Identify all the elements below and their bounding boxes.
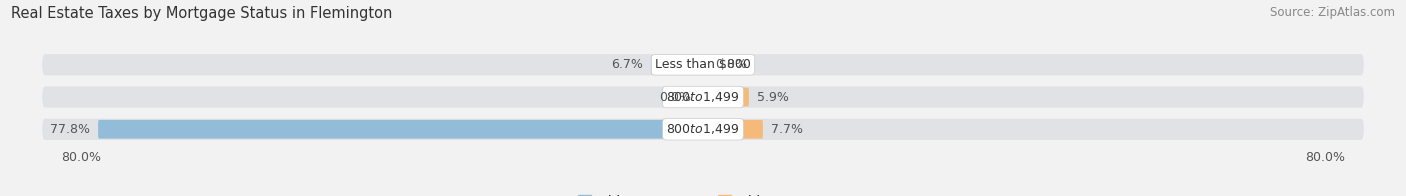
- Text: $800 to $1,499: $800 to $1,499: [666, 90, 740, 104]
- Text: 6.7%: 6.7%: [612, 58, 643, 71]
- FancyBboxPatch shape: [42, 119, 1364, 140]
- FancyBboxPatch shape: [98, 120, 703, 139]
- Text: 0.0%: 0.0%: [659, 91, 692, 103]
- FancyBboxPatch shape: [42, 86, 1364, 108]
- Text: $800 to $1,499: $800 to $1,499: [666, 122, 740, 136]
- Text: Real Estate Taxes by Mortgage Status in Flemington: Real Estate Taxes by Mortgage Status in …: [11, 6, 392, 21]
- Legend: Without Mortgage, With Mortgage: Without Mortgage, With Mortgage: [574, 190, 832, 196]
- FancyBboxPatch shape: [703, 120, 763, 139]
- FancyBboxPatch shape: [703, 88, 749, 106]
- Text: 7.7%: 7.7%: [770, 123, 803, 136]
- Text: 5.9%: 5.9%: [756, 91, 789, 103]
- Text: Less than $800: Less than $800: [655, 58, 751, 71]
- FancyBboxPatch shape: [42, 54, 1364, 75]
- Text: 0.0%: 0.0%: [714, 58, 747, 71]
- Text: 77.8%: 77.8%: [51, 123, 90, 136]
- Text: Source: ZipAtlas.com: Source: ZipAtlas.com: [1270, 6, 1395, 19]
- FancyBboxPatch shape: [651, 55, 703, 74]
